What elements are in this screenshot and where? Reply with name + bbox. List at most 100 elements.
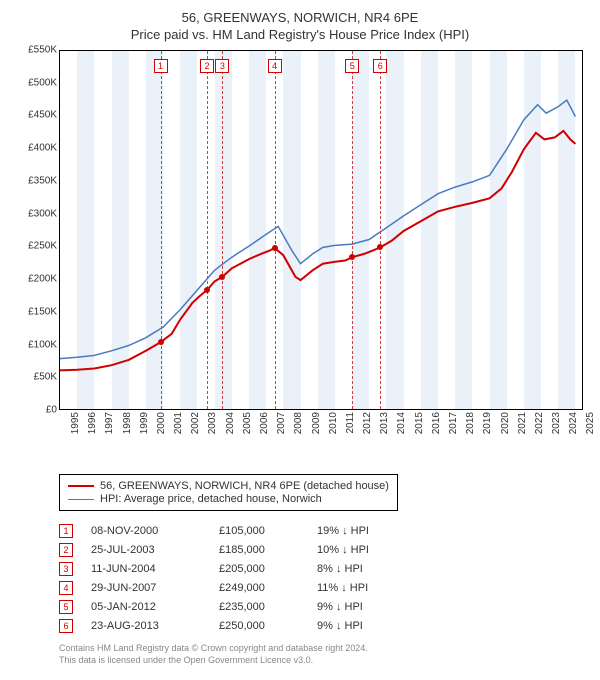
line-series-svg: [60, 51, 582, 409]
sales-row-price: £205,000: [219, 563, 299, 575]
sale-marker-line: [207, 51, 208, 409]
y-tick-label: £150K: [15, 306, 57, 317]
y-tick-label: £250K: [15, 241, 57, 252]
x-tick-label: 2021: [517, 412, 528, 434]
sales-row-date: 23-AUG-2013: [91, 620, 201, 632]
sale-marker-box: 1: [154, 59, 168, 73]
sales-row-date: 08-NOV-2000: [91, 525, 201, 537]
chart-area: £0 £50K £100K £150K £200K £250K £300K £350K £400…: [15, 50, 585, 440]
sales-table-row: 429-JUN-2007£249,00011% ↓ HPI: [59, 581, 585, 595]
legend-label: HPI: Average price, detached house, Norw…: [100, 493, 322, 505]
series-hpi: [60, 100, 575, 359]
sale-marker-dot: [377, 244, 383, 250]
x-tick-label: 1997: [104, 412, 115, 434]
x-tick-label: 2001: [173, 412, 184, 434]
sales-row-diff: 19% ↓ HPI: [317, 525, 407, 537]
sales-table-row: 623-AUG-2013£250,0009% ↓ HPI: [59, 619, 585, 633]
x-tick-label: 2004: [225, 412, 236, 434]
legend-box: 56, GREENWAYS, NORWICH, NR4 6PE (detache…: [59, 474, 398, 511]
x-tick-label: 1995: [70, 412, 81, 434]
sales-row-date: 05-JAN-2012: [91, 601, 201, 613]
x-tick-label: 2025: [586, 412, 597, 434]
legend-label: 56, GREENWAYS, NORWICH, NR4 6PE (detache…: [100, 480, 389, 492]
sales-row-price: £249,000: [219, 582, 299, 594]
sales-row-num: 2: [59, 543, 73, 557]
x-tick-label: 2002: [190, 412, 201, 434]
legend-row: HPI: Average price, detached house, Norw…: [68, 493, 389, 505]
x-tick-label: 2003: [208, 412, 219, 434]
sales-row-price: £105,000: [219, 525, 299, 537]
x-tick-label: 1996: [87, 412, 98, 434]
sales-row-date: 11-JUN-2004: [91, 563, 201, 575]
sale-marker-line: [222, 51, 223, 409]
plot-area: 1 23 4 56: [59, 50, 583, 410]
sales-table-row: 311-JUN-2004£205,0008% ↓ HPI: [59, 562, 585, 576]
sale-marker-box: 3: [215, 59, 229, 73]
x-tick-label: 2023: [551, 412, 562, 434]
y-tick-label: £200K: [15, 274, 57, 285]
y-tick-label: £350K: [15, 175, 57, 186]
sales-row-num: 5: [59, 600, 73, 614]
footer-attribution: Contains HM Land Registry data © Crown c…: [59, 643, 585, 666]
x-tick-label: 2022: [534, 412, 545, 434]
y-tick-label: £300K: [15, 208, 57, 219]
sale-marker-dot: [349, 254, 355, 260]
x-tick-label: 2015: [414, 412, 425, 434]
x-tick-label: 2017: [448, 412, 459, 434]
y-tick-label: £500K: [15, 77, 57, 88]
sale-marker-dot: [204, 287, 210, 293]
footer-line2: This data is licensed under the Open Gov…: [59, 655, 585, 667]
sale-marker-dot: [272, 245, 278, 251]
y-axis: £0£50K£100K£150K£200K£250K£300K£350K£400…: [15, 50, 57, 410]
legend-swatch: [68, 499, 94, 500]
chart-title: 56, GREENWAYS, NORWICH, NR4 6PE: [15, 10, 585, 25]
x-tick-label: 2005: [242, 412, 253, 434]
y-tick-label: £100K: [15, 339, 57, 350]
sale-marker-line: [275, 51, 276, 409]
sales-row-date: 25-JUL-2003: [91, 544, 201, 556]
legend-row: 56, GREENWAYS, NORWICH, NR4 6PE (detache…: [68, 480, 389, 492]
x-tick-label: 2014: [397, 412, 408, 434]
sales-row-num: 3: [59, 562, 73, 576]
sales-table-row: 505-JAN-2012£235,0009% ↓ HPI: [59, 600, 585, 614]
sale-marker-box: 2: [200, 59, 214, 73]
sale-marker-line: [161, 51, 162, 409]
y-tick-label: £450K: [15, 110, 57, 121]
y-tick-label: £400K: [15, 143, 57, 154]
sales-row-price: £250,000: [219, 620, 299, 632]
sale-marker-line: [380, 51, 381, 409]
sales-row-num: 4: [59, 581, 73, 595]
legend-swatch: [68, 485, 94, 487]
sale-marker-dot: [219, 274, 225, 280]
x-tick-label: 2000: [156, 412, 167, 434]
footer-line1: Contains HM Land Registry data © Crown c…: [59, 643, 585, 655]
sale-marker-box: 5: [345, 59, 359, 73]
x-tick-label: 1998: [122, 412, 133, 434]
x-tick-label: 2012: [362, 412, 373, 434]
sales-table-row: 2 25-JUL-2003 £185,000 10% ↓ HPI: [59, 543, 585, 557]
sale-marker-line: [352, 51, 353, 409]
x-tick-label: 2018: [465, 412, 476, 434]
sales-row-price: £235,000: [219, 601, 299, 613]
x-tick-label: 2009: [311, 412, 322, 434]
x-tick-label: 2020: [500, 412, 511, 434]
y-tick-label: £550K: [15, 45, 57, 56]
x-tick-label: 2008: [293, 412, 304, 434]
sale-marker-box: 6: [373, 59, 387, 73]
sales-row-diff: 9% ↓ HPI: [317, 620, 407, 632]
sales-table: 1 08-NOV-2000 £105,000 19% ↓ HPI 2 25-JUL-200…: [59, 524, 585, 633]
chart-subtitle: Price paid vs. HM Land Registry's House …: [15, 27, 585, 42]
sale-marker-box: 4: [268, 59, 282, 73]
x-tick-label: 1999: [139, 412, 150, 434]
sales-row-num: 1: [59, 524, 73, 538]
y-tick-label: £0: [15, 405, 57, 416]
x-tick-label: 2007: [276, 412, 287, 434]
x-tick-label: 2019: [482, 412, 493, 434]
x-axis: 1995 1996 1997 1998 1999 2000 2001 2002 2003 2004…: [59, 410, 583, 440]
sales-row-price: £185,000: [219, 544, 299, 556]
sales-row-date: 29-JUN-2007: [91, 582, 201, 594]
x-tick-label: 2024: [568, 412, 579, 434]
sales-row-diff: 10% ↓ HPI: [317, 544, 407, 556]
sales-table-row: 1 08-NOV-2000 £105,000 19% ↓ HPI: [59, 524, 585, 538]
y-tick-label: £50K: [15, 372, 57, 383]
